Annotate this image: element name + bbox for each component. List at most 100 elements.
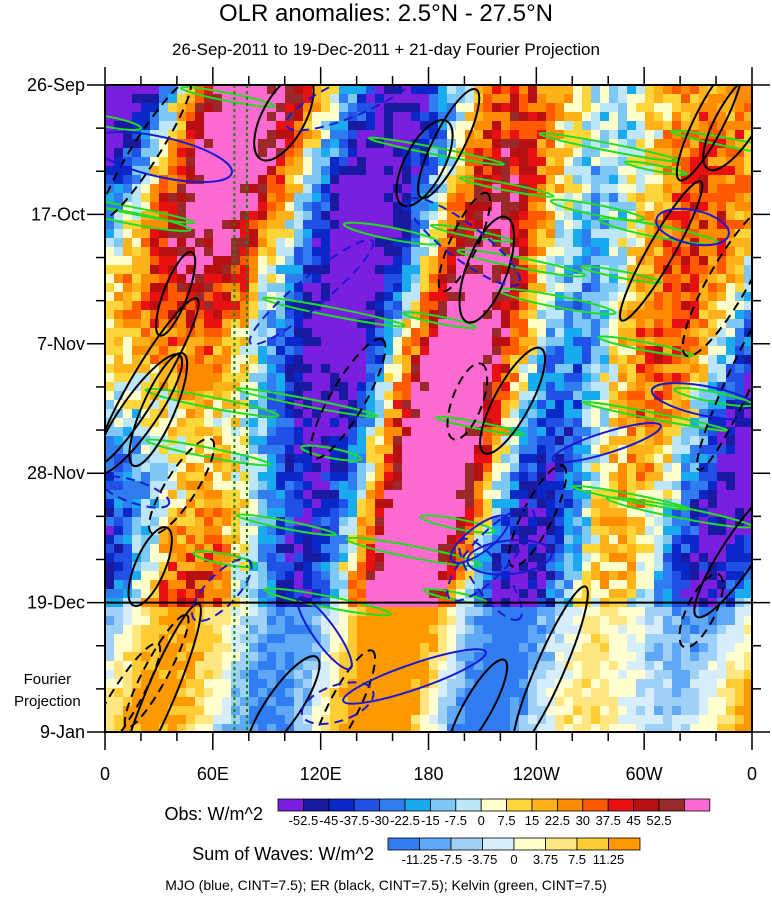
- waves-colorbar-box: [419, 837, 452, 851]
- kelvin-contour: [580, 265, 663, 285]
- waves-colorbar-box: [482, 837, 515, 851]
- er-contour: [245, 655, 321, 732]
- obs-colorbar-box: [633, 798, 660, 812]
- waves-colorbar-title: Sum of Waves: W/m^2: [192, 844, 374, 864]
- kelvin-contour: [497, 287, 617, 316]
- mjo-contour: [105, 475, 171, 509]
- obs-colorbar-label: 0: [478, 813, 485, 828]
- waves-colorbar-label: -3.75: [468, 852, 498, 867]
- kelvin-contour: [367, 136, 505, 166]
- er-contour: [105, 353, 184, 476]
- er-contour: [681, 204, 752, 358]
- waves-colorbar-label: 3.75: [533, 852, 558, 867]
- er-contour: [702, 85, 752, 172]
- fourier-label-line1: Fourier: [23, 671, 72, 688]
- er-contour: [417, 87, 481, 200]
- obs-colorbar-label: -37.5: [339, 813, 369, 828]
- y-tick-label: 17-Oct: [31, 204, 85, 224]
- kelvin-contour: [435, 415, 525, 436]
- kelvin-contour: [145, 438, 272, 467]
- waves-colorbar-box: [576, 837, 609, 851]
- x-tick-label: 60E: [197, 764, 229, 784]
- mjo-contour: [449, 514, 510, 564]
- er-contour: [395, 119, 454, 208]
- obs-colorbar-box: [404, 798, 431, 812]
- obs-colorbar-box: [607, 798, 635, 812]
- obs-colorbar-box: [277, 798, 304, 812]
- y-tick-label: 7-Nov: [37, 334, 85, 354]
- er-contour: [148, 437, 216, 535]
- mjo-contour: [248, 238, 375, 346]
- obs-colorbar-box: [658, 798, 685, 812]
- er-contour: [437, 191, 492, 293]
- obs-colorbar-label: 37.5: [596, 813, 621, 828]
- obs-colorbar-label: -22.5: [390, 813, 420, 828]
- waves-colorbar-box: [608, 837, 641, 851]
- waves-colorbar-label: 0: [510, 852, 517, 867]
- kelvin-contour: [345, 536, 483, 568]
- kelvin-contour: [105, 204, 192, 232]
- mjo-contour: [458, 537, 523, 621]
- kelvin-contour: [429, 223, 514, 243]
- waves-colorbar-box: [513, 837, 546, 851]
- obs-colorbar-box: [684, 798, 711, 812]
- mjo-contour: [551, 422, 662, 464]
- er-contour: [127, 526, 173, 607]
- waves-colorbar-label: 7.5: [568, 852, 586, 867]
- contour-legend-footer: MJO (blue, CINT=7.5); ER (black, CINT=7.…: [165, 877, 607, 893]
- kelvin-contour: [144, 387, 280, 418]
- obs-colorbar-label: -7.5: [445, 813, 467, 828]
- x-tick-label: 120W: [513, 764, 560, 784]
- obs-colorbar-box: [379, 798, 406, 812]
- obs-colorbar-label: 30: [576, 813, 590, 828]
- kelvin-contour: [263, 587, 392, 617]
- x-tick-label: 0: [100, 764, 110, 784]
- colorbars: -52.5 -45 -37.5 -30 -22.5 -15 -7.5 0 7.5 15 22.5 30…: [165, 798, 711, 867]
- er-contour: [678, 572, 725, 649]
- kelvin-contour: [105, 197, 196, 225]
- obs-colorbar-box: [480, 798, 508, 812]
- waves-colorbar-box: [545, 837, 578, 851]
- mjo-contour: [296, 596, 353, 671]
- kelvin-contour: [342, 221, 441, 246]
- waves-colorbar-label: -7.5: [440, 852, 462, 867]
- er-contour: [458, 215, 516, 324]
- er-contour: [105, 642, 162, 732]
- obs-colorbar-title: Obs: W/m^2: [165, 804, 263, 824]
- kelvin-contour: [538, 132, 682, 163]
- x-tick-label: 60W: [626, 764, 663, 784]
- y-tick-label: 26-Sep: [27, 75, 85, 95]
- er-contour: [675, 85, 745, 182]
- er-contour: [309, 337, 387, 460]
- kelvin-contour: [456, 248, 587, 278]
- y-tick-label: 19-Dec: [27, 593, 85, 613]
- obs-colorbar-box: [557, 798, 584, 812]
- kelvin-contour: [235, 513, 337, 537]
- er-contour: [105, 297, 200, 465]
- mjo-contour: [191, 557, 253, 623]
- obs-colorbar-box: [506, 798, 533, 812]
- kelvin-contour: [597, 335, 694, 358]
- obs-colorbar-box: [353, 798, 381, 812]
- er-contour: [693, 482, 752, 619]
- obs-colorbar-label: 15: [525, 813, 539, 828]
- axes: 26-Sep 17-Oct 7-Nov 28-Nov 19-Dec 9-Jan 0 60E 12…: [27, 67, 770, 784]
- obs-colorbar-label: -15: [421, 813, 440, 828]
- er-contour: [123, 613, 190, 729]
- waves-colorbar-box: [450, 837, 483, 851]
- obs-colorbar-box: [531, 798, 558, 812]
- kelvin-contour: [605, 496, 752, 529]
- obs-colorbar-box: [455, 798, 482, 812]
- kelvin-contour: [549, 198, 646, 222]
- chart-title: OLR anomalies: 2.5°N - 27.5°N: [218, 0, 553, 27]
- kelvin-contour: [672, 386, 752, 408]
- x-tick-label: 120E: [300, 764, 342, 784]
- obs-colorbar-label: -30: [370, 813, 389, 828]
- kelvin-contour: [235, 387, 378, 418]
- x-tick-label: 0: [747, 764, 757, 784]
- chart-subtitle: 26-Sep-2011 to 19-Dec-2011 + 21-day Four…: [172, 40, 600, 59]
- obs-colorbar-label: 7.5: [498, 813, 516, 828]
- mjo-contour: [105, 130, 233, 184]
- obs-colorbar-box: [429, 798, 457, 812]
- obs-colorbar-box: [302, 798, 330, 812]
